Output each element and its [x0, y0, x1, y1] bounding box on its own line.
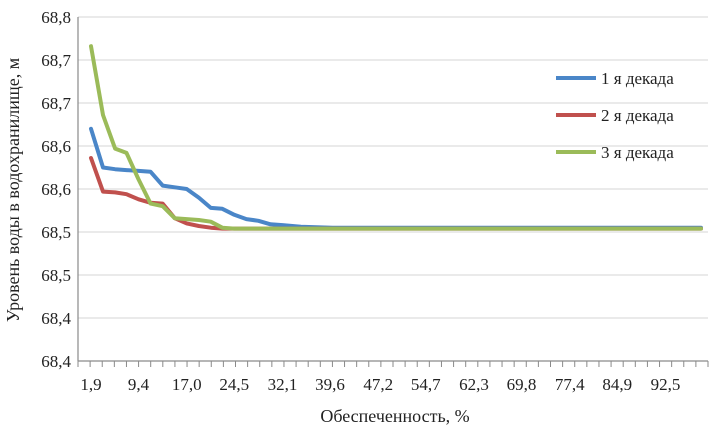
- x-tick-label: 17,0: [172, 375, 202, 394]
- series-line: [89, 156, 703, 231]
- axes: [77, 17, 709, 367]
- y-tick-label: 68,6: [41, 137, 71, 156]
- x-tick-label: 9,4: [128, 375, 150, 394]
- x-tick-label: 77,4: [555, 375, 585, 394]
- y-tick-labels: 68,4 68,4 68,5 68,5 68,6 68,6 68,7 68,7 68,8: [41, 8, 71, 371]
- legend-label: 3 я декада: [601, 143, 674, 162]
- x-tick-label: 24,5: [219, 375, 249, 394]
- y-tick-label: 68,5: [41, 266, 71, 285]
- x-tick-label: 1,9: [80, 375, 101, 394]
- y-axis-title: Уровень воды в водохранилище, м: [3, 58, 23, 322]
- x-tick-label: 32,1: [268, 375, 298, 394]
- x-tick-label: 92,5: [651, 375, 681, 394]
- y-tick-label: 68,6: [41, 180, 71, 199]
- y-tick-label: 68,5: [41, 223, 71, 242]
- x-tick-label: 39,6: [315, 375, 345, 394]
- legend: 1 я декада 2 я декада 3 я декада: [556, 69, 674, 162]
- series-line: [89, 44, 703, 231]
- legend-label: 1 я декада: [601, 69, 674, 88]
- x-tick-label: 69,8: [507, 375, 537, 394]
- x-tick-labels: 1,9 9,4 17,0 24,5 32,1 39,6 47,2 54,7 62,3 69,8 77…: [80, 375, 680, 394]
- x-tick-label: 47,2: [363, 375, 393, 394]
- series-lines: [89, 44, 703, 231]
- x-tick-label: 54,7: [411, 375, 441, 394]
- legend-label: 2 я декада: [601, 106, 674, 125]
- x-axis-title: Обеспеченность, %: [320, 406, 469, 426]
- x-tick-label: 62,3: [459, 375, 489, 394]
- y-tick-label: 68,4: [41, 309, 71, 328]
- y-tick-label: 68,7: [41, 51, 71, 70]
- x-tick-label: 84,9: [602, 375, 632, 394]
- y-tick-label: 68,7: [41, 94, 71, 113]
- y-tick-label: 68,4: [41, 352, 71, 371]
- series-line: [89, 126, 703, 230]
- y-tick-label: 68,8: [41, 8, 71, 27]
- gridlines: [78, 16, 708, 319]
